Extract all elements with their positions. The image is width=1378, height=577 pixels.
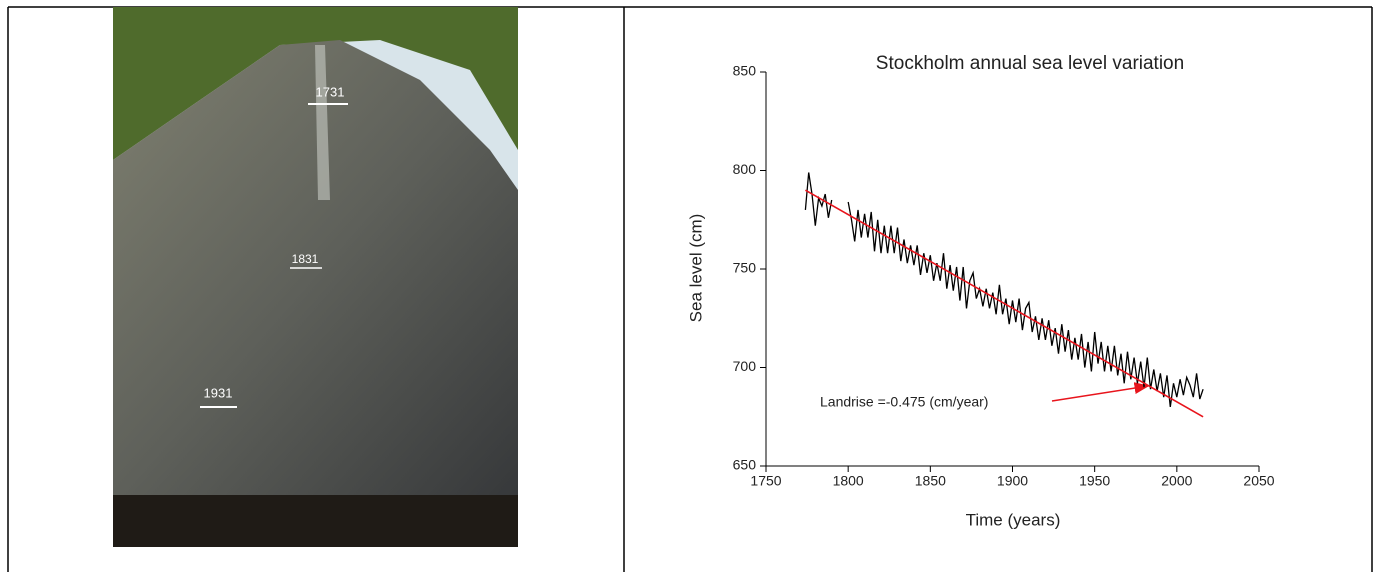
x-tick-label: 2050 [1243, 473, 1274, 489]
chart-title: Stockholm annual sea level variation [876, 53, 1184, 74]
y-tick-label: 850 [733, 63, 757, 79]
x-axis-label: Time (years) [966, 510, 1061, 529]
x-tick-label: 2000 [1161, 473, 1192, 489]
x-tick-label: 1750 [750, 473, 781, 489]
y-tick-label: 750 [733, 260, 757, 276]
x-tick-label: 1950 [1079, 473, 1110, 489]
x-tick-label: 1850 [915, 473, 946, 489]
rock-mark: 1731 [316, 84, 345, 99]
x-tick-label: 1800 [833, 473, 864, 489]
y-axis-label: Sea level (cm) [686, 214, 705, 323]
x-tick-label: 1900 [997, 473, 1028, 489]
data-line [805, 189, 1204, 418]
annotation: Landrise =-0.475 (cm/year) [820, 394, 988, 410]
rock-mark: 1931 [204, 385, 233, 400]
y-tick-label: 800 [733, 161, 757, 177]
rock-mark: 1831 [292, 252, 319, 266]
y-tick-label: 700 [733, 358, 757, 374]
data-line [804, 172, 1204, 407]
chart: Stockholm annual sea level variation Tim… [686, 53, 1274, 529]
photo: 1731 1831 1931 [113, 7, 518, 547]
y-tick-label: 650 [733, 457, 757, 473]
annotation-arrow [1051, 382, 1150, 402]
